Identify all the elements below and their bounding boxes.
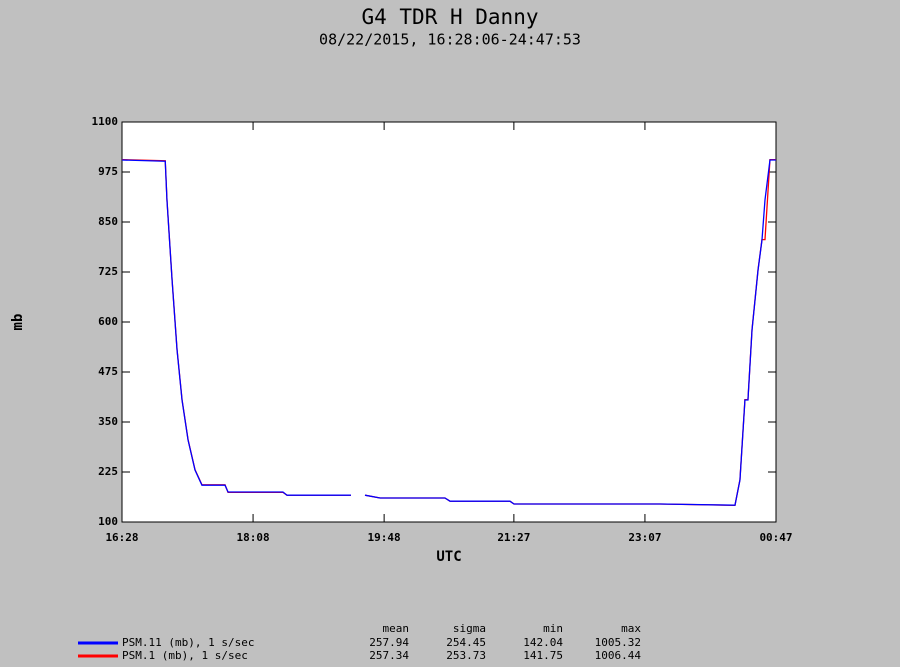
stats-header: sigma [453,622,486,635]
y-tick-label: 975 [98,165,118,178]
legend-label: PSM.11 (mb), 1 s/sec [122,636,254,649]
y-tick-label: 725 [98,265,118,278]
x-tick-label: 00:47 [759,531,792,544]
x-tick-label: 16:28 [105,531,138,544]
stats-header: mean [383,622,410,635]
stats-value: 1005.32 [595,636,641,649]
x-tick-label: 21:27 [497,531,530,544]
stats-value: 257.94 [369,636,409,649]
x-axis-label: UTC [436,549,461,565]
y-tick-label: 1100 [92,115,119,128]
y-axis-label: mb [10,314,26,331]
y-tick-label: 100 [98,515,118,528]
stats-header: min [543,622,563,635]
chart-subtitle: 08/22/2015, 16:28:06-24:47:53 [319,31,581,49]
y-tick-label: 600 [98,315,118,328]
legend-label: PSM.1 (mb), 1 s/sec [122,649,248,662]
stats-value: 141.75 [523,649,563,662]
y-tick-label: 475 [98,365,118,378]
y-tick-label: 225 [98,465,118,478]
plot-area [121,121,777,523]
stats-value: 253.73 [446,649,486,662]
x-tick-label: 23:07 [628,531,661,544]
stats-value: 142.04 [523,636,563,649]
stats-value: 1006.44 [595,649,642,662]
stats-header: max [621,622,641,635]
x-tick-label: 19:48 [368,531,401,544]
chart-title: G4 TDR H Danny [361,5,538,29]
data-line [121,159,776,506]
stats-value: 257.34 [369,649,409,662]
y-tick-label: 350 [98,415,118,428]
y-tick-label: 850 [98,215,118,228]
stats-value: 254.45 [446,636,486,649]
x-tick-label: 18:08 [236,531,269,544]
